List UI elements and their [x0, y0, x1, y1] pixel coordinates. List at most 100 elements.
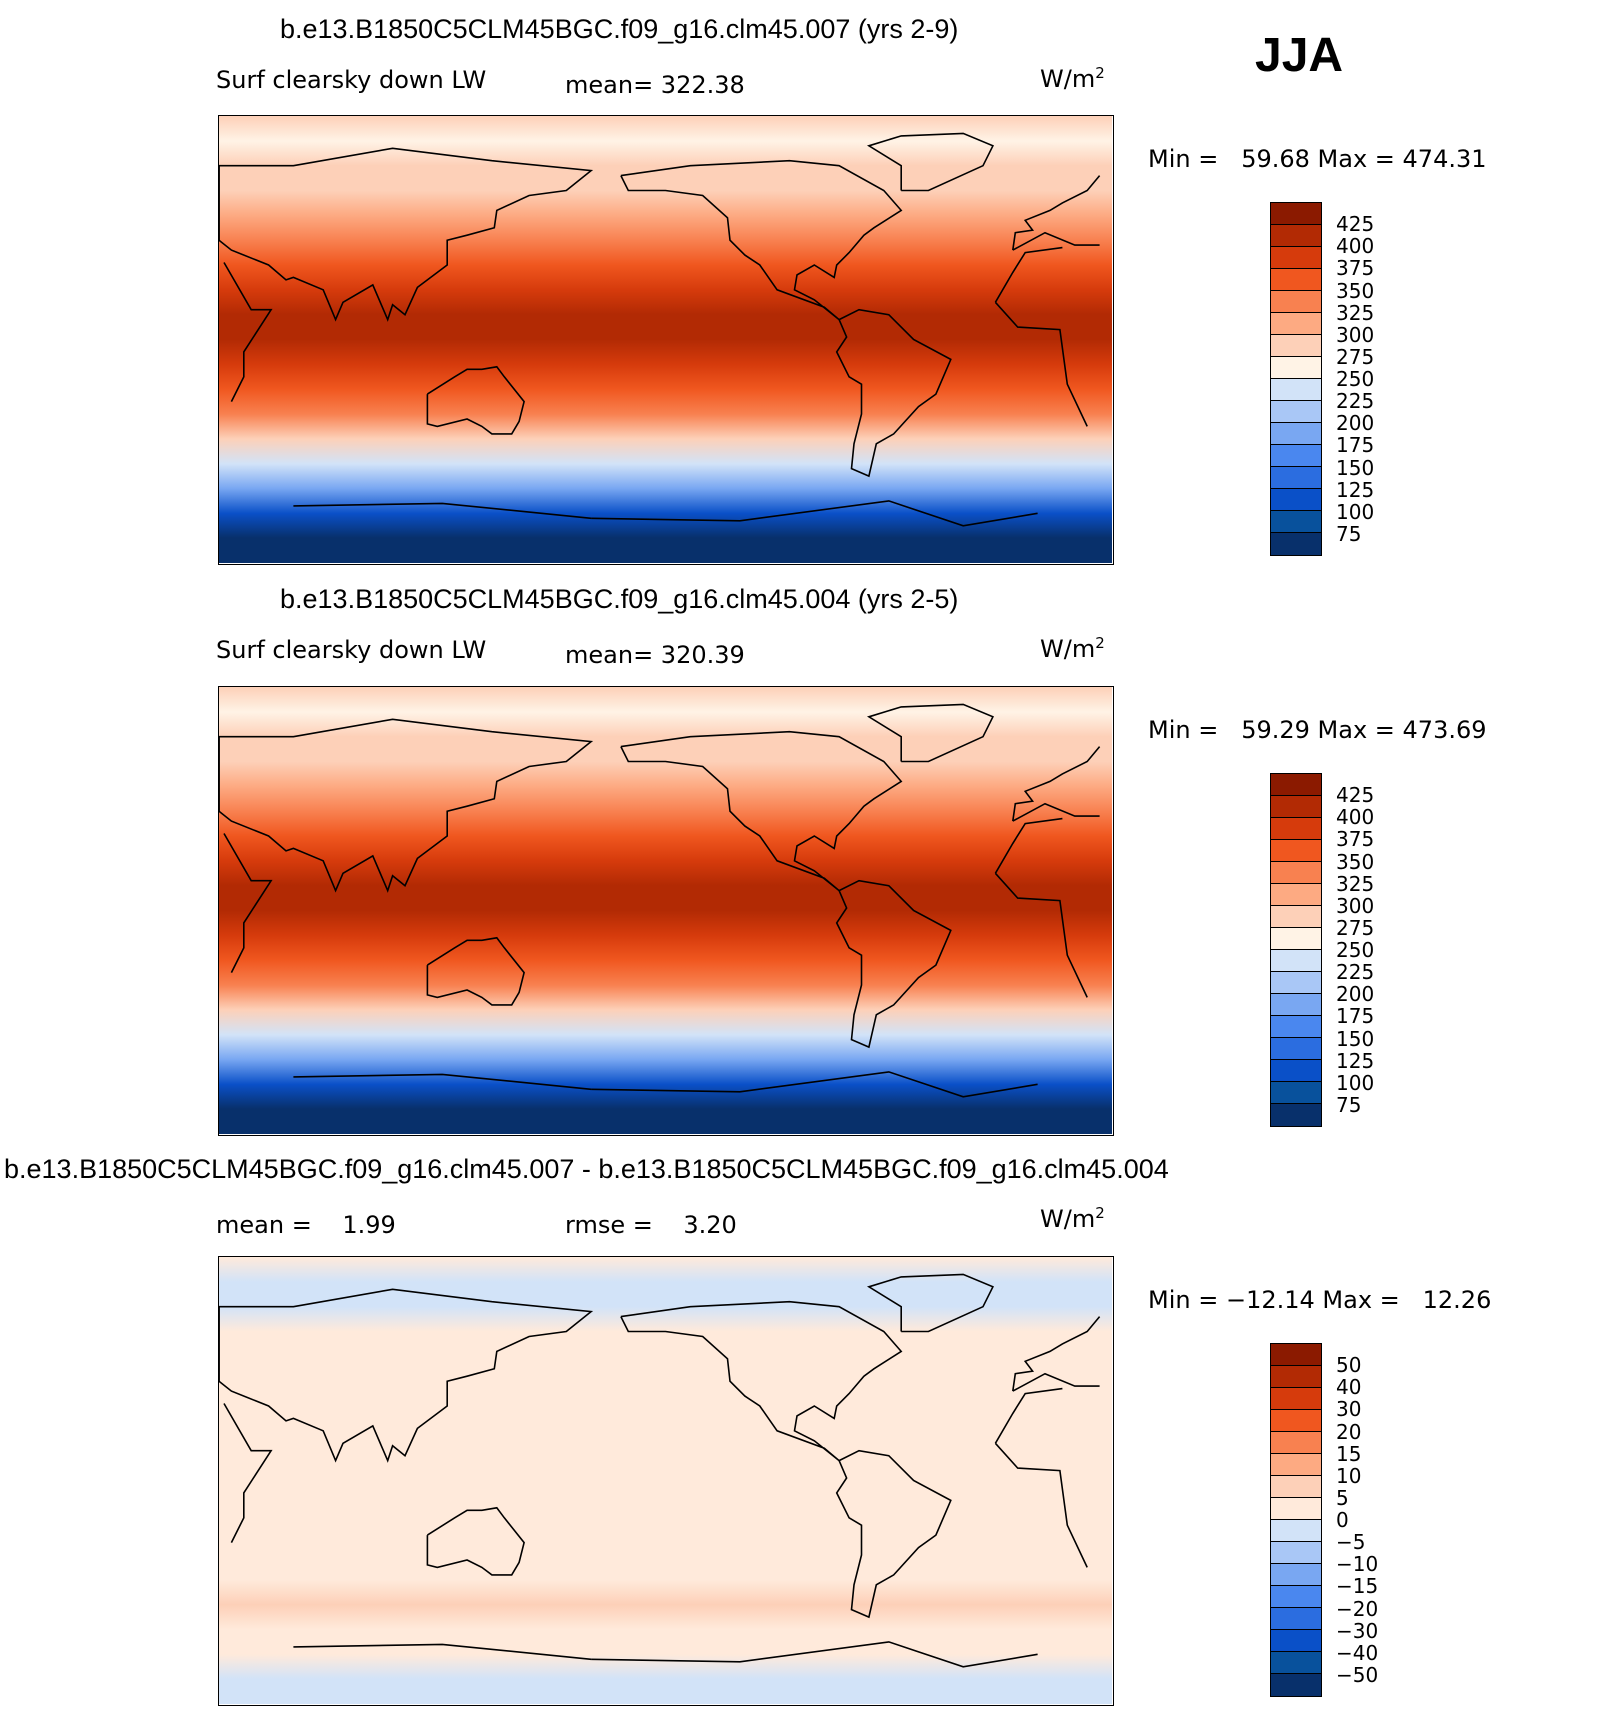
colorbar-swatch [1271, 313, 1321, 335]
colorbar-tick-label: −50 [1336, 1662, 1379, 1687]
colorbar-swatch [1271, 1410, 1321, 1432]
colorbar-swatch [1271, 269, 1321, 291]
coastline-antarctica [293, 1643, 592, 1661]
panel3-minmax: Min = −12.14 Max = 12.26 [1148, 1286, 1492, 1314]
colorbar-tick-label: 100 [1336, 1070, 1375, 1095]
colorbar-swatch [1271, 1432, 1321, 1454]
colorbar-tick-label: 30 [1336, 1397, 1362, 1422]
coastline-greenland [866, 1273, 994, 1333]
colorbar-tick-label: 200 [1336, 411, 1375, 436]
colorbar-tick-label: 275 [1336, 915, 1375, 940]
coastline-africa [223, 1403, 273, 1543]
colorbar-tick-label: 425 [1336, 783, 1375, 808]
colorbar-tick-label: 425 [1336, 212, 1375, 237]
season-label: JJA [1255, 29, 1344, 82]
coastline-africa [994, 817, 1063, 874]
panel3-title: b.e13.B1850C5CLM45BGC.f09_g16.clm45.007 … [4, 1154, 1169, 1184]
panel1-minmax: Min = 59.68 Max = 474.31 [1148, 145, 1487, 173]
colorbar-swatch [1271, 1652, 1321, 1674]
coastline-namerica [620, 730, 903, 892]
colorbar-swatch [1271, 1082, 1321, 1104]
colorbar-swatch [1271, 1476, 1321, 1498]
colorbar-swatch [1271, 1366, 1321, 1388]
colorbar-tick-label: −30 [1336, 1618, 1379, 1643]
colorbar-swatch [1271, 1608, 1321, 1630]
coastline-europe_w [1012, 802, 1100, 822]
panel2-colorbar [1270, 773, 1322, 1127]
coastline-eurasia [219, 1288, 594, 1463]
colorbar-tick-label: 225 [1336, 960, 1375, 985]
colorbar-tick-label: 125 [1336, 1048, 1375, 1073]
panel1-colorbar [1270, 202, 1322, 556]
colorbar-swatch [1271, 423, 1321, 445]
colorbar-tick-label: 150 [1336, 1026, 1375, 1051]
colorbar-tick-label: 0 [1336, 1508, 1349, 1532]
panel3-mean: mean = 1.99 [216, 1211, 396, 1239]
colorbar-swatch [1271, 1542, 1321, 1564]
coastline-eurasia [219, 147, 594, 322]
coastline-antarctica [591, 1641, 1038, 1668]
colorbar-tick-label: 10 [1336, 1463, 1362, 1488]
colorbar-swatch [1271, 972, 1321, 994]
colorbar-swatch [1271, 1498, 1321, 1520]
coastline-africa [223, 262, 273, 402]
coastline-africa [994, 301, 1088, 427]
panel3-rmse: rmse = 3.20 [565, 1211, 737, 1239]
colorbar-tick-label: 400 [1336, 234, 1375, 259]
colorbar-tick-label: 350 [1336, 849, 1375, 874]
colorbar-swatch [1271, 225, 1321, 247]
colorbar-swatch [1271, 467, 1321, 489]
coastline-eurasia [219, 718, 594, 893]
colorbar-tick-label: −40 [1336, 1640, 1379, 1665]
colorbar-swatch [1271, 1674, 1321, 1696]
colorbar-swatch [1271, 950, 1321, 972]
colorbar-swatch [1271, 445, 1321, 467]
colorbar-swatch [1271, 796, 1321, 818]
colorbar-swatch [1271, 1630, 1321, 1652]
panel1-mean: mean= 322.38 [565, 71, 745, 99]
colorbar-tick-label: 40 [1336, 1375, 1362, 1400]
colorbar-swatch [1271, 774, 1321, 796]
colorbar-swatch [1271, 357, 1321, 379]
colorbar-swatch [1271, 1520, 1321, 1542]
colorbar-swatch [1271, 884, 1321, 906]
colorbar-swatch [1271, 1016, 1321, 1038]
colorbar-tick-label: 75 [1336, 521, 1362, 546]
colorbar-tick-label: 75 [1336, 1092, 1362, 1117]
colorbar-tick-label: 375 [1336, 827, 1375, 852]
coastline-africa [223, 833, 273, 973]
colorbar-tick-label: 175 [1336, 433, 1375, 458]
field-background [219, 116, 1112, 563]
colorbar-swatch [1271, 1454, 1321, 1476]
colorbar-tick-label: 100 [1336, 499, 1375, 524]
colorbar-swatch [1271, 994, 1321, 1016]
panel3-map [218, 1256, 1114, 1706]
colorbar-swatch [1271, 1586, 1321, 1608]
colorbar-tick-label: 175 [1336, 1004, 1375, 1029]
colorbar-tick-label: 150 [1336, 455, 1375, 480]
panel3-units: W/m2 [1040, 1204, 1105, 1233]
panel2-mean: mean= 320.39 [565, 641, 745, 669]
coastline-europe_w [1012, 1372, 1100, 1392]
panel2-variable: Surf clearsky down LW [216, 636, 487, 664]
colorbar-tick-label: 300 [1336, 322, 1375, 347]
colorbar-swatch [1271, 1388, 1321, 1410]
colorbar-swatch [1271, 1344, 1321, 1366]
colorbar-tick-label: 125 [1336, 477, 1375, 502]
coastline-antarctica [293, 1073, 592, 1091]
coastline-australia [426, 1506, 525, 1576]
colorbar-swatch [1271, 401, 1321, 423]
colorbar-tick-label: 5 [1336, 1485, 1349, 1510]
panel1-map [218, 115, 1114, 565]
coastline-australia [426, 365, 525, 435]
coastline-europe_w [1012, 231, 1100, 251]
colorbar-swatch [1271, 840, 1321, 862]
colorbar-swatch [1271, 247, 1321, 269]
colorbar-tick-label: 250 [1336, 938, 1375, 962]
colorbar-tick-label: 15 [1336, 1441, 1362, 1466]
colorbar-swatch [1271, 818, 1321, 840]
colorbar-swatch [1271, 1564, 1321, 1586]
colorbar-tick-label: 350 [1336, 278, 1375, 303]
coastline-namerica [620, 159, 903, 321]
coastline-samerica [835, 1449, 952, 1619]
